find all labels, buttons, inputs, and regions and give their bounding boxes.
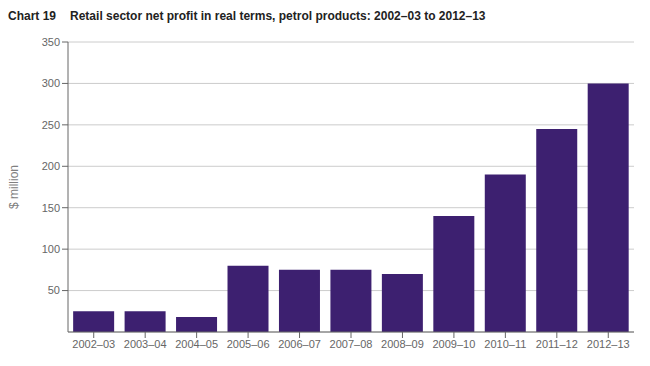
svg-text:2005–06: 2005–06	[227, 338, 270, 350]
svg-text:2008–09: 2008–09	[381, 338, 424, 350]
svg-text:200: 200	[42, 160, 60, 172]
svg-text:2010–11: 2010–11	[484, 338, 526, 350]
svg-text:250: 250	[42, 119, 60, 131]
svg-text:350: 350	[42, 36, 60, 48]
svg-text:2012–13: 2012–13	[587, 338, 630, 350]
svg-text:2011–12: 2011–12	[536, 338, 578, 350]
svg-text:50: 50	[48, 284, 60, 296]
svg-text:300: 300	[42, 77, 60, 89]
svg-text:2007–08: 2007–08	[330, 338, 373, 350]
svg-text:2002–03: 2002–03	[72, 338, 115, 350]
html-text:Retail sector net profit in re: Retail sector net profit in real terms, …	[70, 9, 486, 23]
svg-text:2006–07: 2006–07	[278, 338, 321, 350]
svg-text:100: 100	[42, 243, 60, 255]
svg-text:2004–05: 2004–05	[175, 338, 218, 350]
svg-text:$ million: $ million	[8, 165, 21, 209]
svg-text:2003–04: 2003–04	[124, 338, 167, 350]
svg-text:2009–10: 2009–10	[432, 338, 475, 350]
html-text:Chart 19: Chart 19	[8, 9, 56, 23]
svg-text:150: 150	[42, 202, 60, 214]
